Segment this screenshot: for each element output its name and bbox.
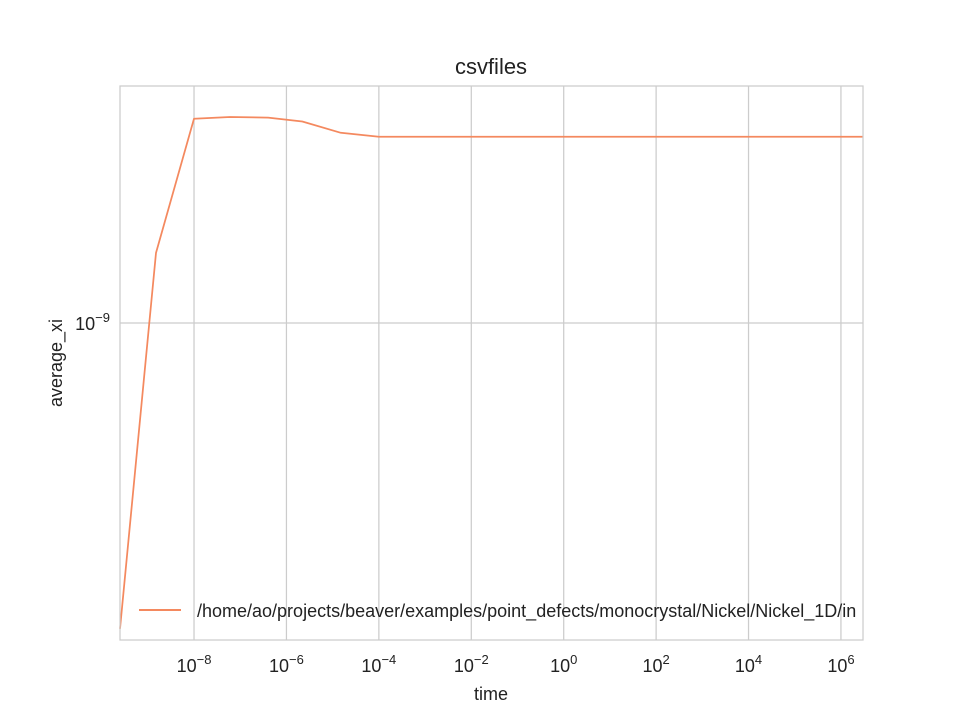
series-layer <box>119 116 863 629</box>
x-tick-label: 10−4 <box>361 652 396 676</box>
x-tick-label: 102 <box>642 652 669 676</box>
series-line-0 <box>119 116 863 629</box>
chart-title: csvfiles <box>455 54 527 79</box>
x-tick-label: 10−6 <box>269 652 304 676</box>
legend-label: /home/ao/projects/beaver/examples/point_… <box>197 601 856 622</box>
legend: /home/ao/projects/beaver/examples/point_… <box>139 601 856 622</box>
x-tick-label: 10−8 <box>177 652 212 676</box>
x-tick-label: 100 <box>550 652 577 676</box>
y-tick-labels: 10−9 <box>75 310 110 334</box>
grid <box>120 86 863 640</box>
x-tick-label: 10−2 <box>454 652 489 676</box>
plot-frame <box>119 85 864 641</box>
x-tick-label: 106 <box>827 652 854 676</box>
y-axis-label: average_xi <box>46 319 67 407</box>
y-tick-label: 10−9 <box>75 310 110 334</box>
x-tick-label: 104 <box>735 652 762 676</box>
plot-area <box>120 86 863 640</box>
x-axis-label: time <box>474 684 508 704</box>
x-tick-labels: 10−8 10−6 10−4 10−2 100 102 104 106 <box>177 652 855 676</box>
